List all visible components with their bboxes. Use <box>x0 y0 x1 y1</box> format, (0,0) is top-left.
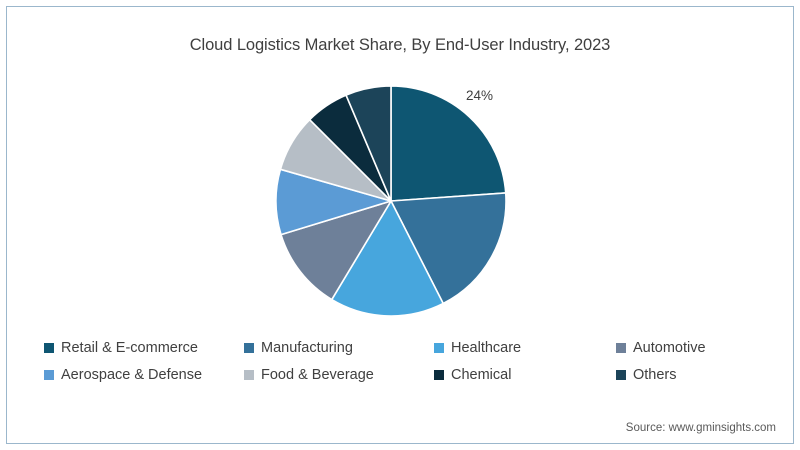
legend-item-food-beverage[interactable]: Food & Beverage <box>244 367 434 383</box>
legend-swatch-chemical <box>434 370 444 380</box>
source-attribution: Source: www.gminsights.com <box>625 422 776 434</box>
legend-item-others[interactable]: Others <box>616 367 756 383</box>
pie-slice-others[interactable] <box>345 85 392 202</box>
legend-swatch-manufacturing <box>244 343 254 353</box>
pie-slice-automotive[interactable] <box>280 200 392 301</box>
pie-slice-group <box>275 85 507 317</box>
data-label-retail-ecommerce: 24% <box>466 88 494 103</box>
legend-swatch-food-beverage <box>244 370 254 380</box>
legend-item-chemical[interactable]: Chemical <box>434 367 616 383</box>
legend-item-manufacturing[interactable]: Manufacturing <box>244 340 434 356</box>
legend-item-retail-ecommerce[interactable]: Retail & E-commerce <box>44 340 244 356</box>
legend-swatch-others <box>616 370 626 380</box>
pie-chart <box>275 85 507 317</box>
legend-swatch-automotive <box>616 343 626 353</box>
legend-label-chemical: Chemical <box>451 367 512 383</box>
chart-legend: Retail & E-commerce Manufacturing Health… <box>44 340 756 394</box>
chart-title: Cloud Logistics Market Share, By End-Use… <box>189 36 611 54</box>
legend-label-food-beverage: Food & Beverage <box>261 367 374 383</box>
legend-item-healthcare[interactable]: Healthcare <box>434 340 616 356</box>
legend-label-aerospace-defense: Aerospace & Defense <box>61 367 203 383</box>
legend-row: Retail & E-commerce Manufacturing Health… <box>44 340 756 367</box>
legend-label-manufacturing: Manufacturing <box>261 340 353 356</box>
legend-swatch-aerospace-defense <box>44 370 54 380</box>
legend-item-aerospace-defense[interactable]: Aerospace & Defense <box>44 367 244 383</box>
pie-chart-svg <box>275 85 507 317</box>
legend-swatch-retail-ecommerce <box>44 343 54 353</box>
pie-slice-healthcare[interactable] <box>330 200 445 317</box>
legend-label-healthcare: Healthcare <box>451 340 522 356</box>
legend-item-automotive[interactable]: Automotive <box>616 340 756 356</box>
legend-label-others: Others <box>633 367 677 383</box>
legend-swatch-healthcare <box>434 343 444 353</box>
legend-row: Aerospace & Defense Food & Beverage Chem… <box>44 367 756 394</box>
legend-label-retail-ecommerce: Retail & E-commerce <box>61 340 198 356</box>
legend-label-automotive: Automotive <box>633 340 706 356</box>
pie-slice-manufacturing[interactable] <box>390 192 507 305</box>
pie-slice-retail-and-e-commerce[interactable] <box>390 85 507 202</box>
